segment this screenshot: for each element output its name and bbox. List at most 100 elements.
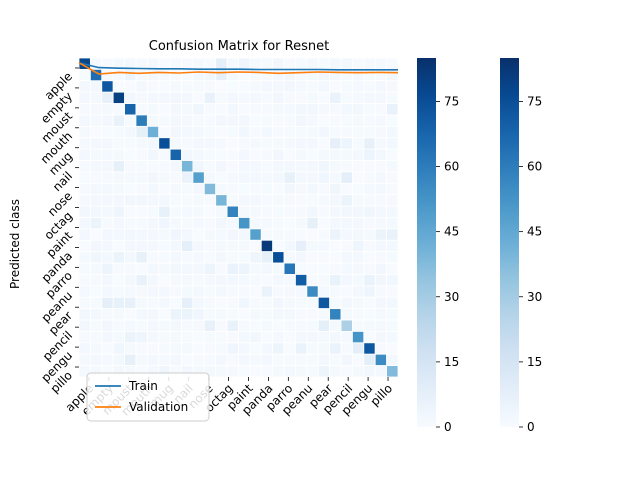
heatmap-cell bbox=[238, 331, 251, 344]
heatmap-cell bbox=[283, 251, 296, 264]
heatmap-cell bbox=[78, 205, 91, 218]
heatmap-cell bbox=[181, 262, 194, 275]
heatmap-cell bbox=[340, 103, 353, 116]
heatmap-cell bbox=[329, 194, 342, 207]
heatmap-cell bbox=[374, 171, 388, 184]
heatmap-cell bbox=[260, 91, 274, 104]
heatmap-cell bbox=[249, 80, 262, 93]
heatmap-cell bbox=[295, 205, 308, 218]
heatmap-cell bbox=[340, 148, 353, 161]
heatmap-cell bbox=[124, 228, 137, 241]
heatmap-cell bbox=[124, 91, 137, 104]
heatmap-cell bbox=[249, 353, 262, 367]
heatmap-cell bbox=[101, 296, 114, 310]
heatmap-cell bbox=[135, 274, 148, 287]
heatmap-cell bbox=[340, 125, 353, 139]
heatmap-cell bbox=[352, 68, 365, 82]
heatmap-cell bbox=[169, 353, 182, 367]
heatmap-cell bbox=[352, 137, 365, 150]
heatmap-cell bbox=[124, 137, 137, 150]
heatmap-cell bbox=[260, 103, 274, 116]
heatmap-cell bbox=[112, 182, 125, 196]
heatmap-cell bbox=[260, 308, 274, 321]
heatmap-cell bbox=[135, 205, 148, 218]
heatmap-cell bbox=[352, 262, 365, 275]
heatmap-cell bbox=[169, 274, 182, 287]
heatmap-cell bbox=[352, 80, 365, 93]
heatmap-cell bbox=[317, 331, 331, 344]
heatmap-cell bbox=[192, 182, 205, 196]
heatmap-cell bbox=[306, 160, 319, 173]
heatmap-cell bbox=[78, 251, 91, 264]
diagonal-cell bbox=[146, 125, 160, 139]
heatmap-cell bbox=[317, 342, 331, 355]
heatmap-cell bbox=[374, 365, 388, 378]
heatmap-cell bbox=[89, 308, 103, 321]
heatmap-cell bbox=[124, 182, 137, 196]
heatmap-cell bbox=[181, 296, 194, 310]
heatmap-cell bbox=[78, 171, 91, 184]
heatmap-cell bbox=[260, 137, 274, 150]
diagonal-cell bbox=[283, 262, 296, 275]
heatmap-cell bbox=[249, 91, 262, 104]
heatmap-cell bbox=[181, 239, 194, 253]
heatmap-cell bbox=[124, 353, 137, 367]
diagonal-cell bbox=[169, 148, 182, 161]
heatmap-cell bbox=[260, 353, 274, 367]
heatmap-cell bbox=[181, 353, 194, 367]
heatmap-cell bbox=[112, 274, 125, 287]
heatmap-cell bbox=[272, 160, 285, 173]
heatmap-cell bbox=[238, 308, 251, 321]
heatmap-cell bbox=[329, 148, 342, 161]
heatmap-cell bbox=[329, 217, 342, 230]
heatmap-cell bbox=[215, 80, 228, 93]
heatmap-cell bbox=[158, 182, 171, 196]
heatmap-cell bbox=[146, 205, 160, 218]
heatmap-cell bbox=[226, 228, 239, 241]
heatmap-cell bbox=[283, 182, 296, 196]
heatmap-cell bbox=[203, 262, 217, 275]
heatmap-cell bbox=[169, 319, 182, 332]
heatmap-cell bbox=[192, 296, 205, 310]
heatmap-cell bbox=[260, 57, 274, 70]
heatmap-cell bbox=[238, 114, 251, 127]
heatmap-cell bbox=[89, 103, 103, 116]
heatmap-cell bbox=[306, 217, 319, 230]
heatmap-cell bbox=[352, 353, 365, 367]
heatmap-cell bbox=[181, 205, 194, 218]
heatmap-cell bbox=[78, 274, 91, 287]
diagonal-cell bbox=[260, 239, 274, 253]
heatmap-cell bbox=[329, 353, 342, 367]
heatmap-cell bbox=[203, 103, 217, 116]
heatmap-cell bbox=[78, 331, 91, 344]
heatmap-cell bbox=[203, 68, 217, 82]
heatmap-cell bbox=[283, 296, 296, 310]
heatmap-cell bbox=[295, 182, 308, 196]
heatmap-cell bbox=[340, 296, 353, 310]
heatmap-cell bbox=[203, 342, 217, 355]
heatmap-cell bbox=[249, 274, 262, 287]
heatmap-cell bbox=[249, 239, 262, 253]
heatmap-cell bbox=[112, 228, 125, 241]
heatmap-cell bbox=[374, 308, 388, 321]
heatmap-cell bbox=[215, 296, 228, 310]
heatmap-cell bbox=[226, 239, 239, 253]
heatmap-cell bbox=[89, 80, 103, 93]
heatmap-cell bbox=[283, 171, 296, 184]
heatmap-cell bbox=[181, 251, 194, 264]
heatmap-cell bbox=[340, 239, 353, 253]
heatmap-cell bbox=[89, 194, 103, 207]
heatmap-cell bbox=[112, 251, 125, 264]
heatmap-cell bbox=[340, 274, 353, 287]
heatmap-cell bbox=[272, 296, 285, 310]
heatmap-cell bbox=[386, 114, 399, 127]
colorbar-tick-label: 0 bbox=[444, 420, 452, 434]
heatmap-cell bbox=[78, 148, 91, 161]
heatmap-cell bbox=[215, 217, 228, 230]
heatmap-cell bbox=[169, 342, 182, 355]
heatmap-cell bbox=[238, 148, 251, 161]
heatmap-cell bbox=[226, 182, 239, 196]
heatmap-cell bbox=[306, 365, 319, 378]
heatmap-cell bbox=[306, 68, 319, 82]
heatmap-cell bbox=[386, 274, 399, 287]
